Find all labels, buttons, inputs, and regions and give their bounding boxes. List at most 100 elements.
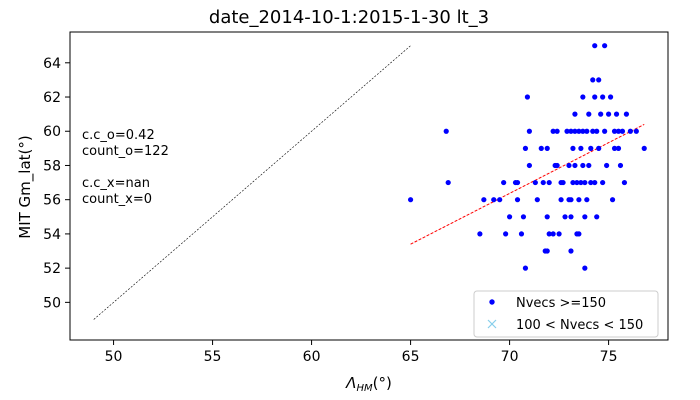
data-point [621, 179, 628, 186]
data-point [604, 162, 610, 169]
data-point [623, 111, 630, 117]
data-point [526, 162, 532, 169]
data-point [514, 179, 521, 186]
data-point [520, 214, 527, 220]
data-point [574, 179, 580, 186]
data-point [481, 197, 487, 203]
data-point [576, 231, 582, 237]
data-point [594, 214, 600, 220]
data-point [572, 111, 578, 117]
y-tick-label: 56 [43, 193, 61, 209]
data-point [588, 145, 594, 151]
x-axis-label-subscript: HM [356, 383, 373, 394]
data-point [540, 179, 546, 186]
data-point [544, 214, 550, 220]
data-point [615, 145, 622, 151]
data-point [617, 162, 624, 169]
data-point [578, 145, 584, 151]
y-axis: 50 52 54 56 58 60 62 64 [43, 56, 70, 311]
x-tick-label: 75 [600, 349, 618, 365]
y-tick-label: 60 [43, 124, 61, 140]
data-point [534, 197, 540, 203]
data-point [582, 265, 588, 271]
data-point [544, 145, 550, 151]
data-point [582, 179, 588, 186]
data-point [570, 179, 576, 186]
plot-area-frame [69, 31, 669, 341]
annotation-count-o: count_o=122 [82, 144, 169, 159]
legend: Nvecs >=150 100 < Nvecs < 150 [473, 290, 659, 338]
y-axis-label: MIT Gm_lat(°) [16, 135, 35, 238]
data-point [558, 197, 564, 203]
data-point [590, 77, 596, 83]
data-point [538, 145, 544, 151]
data-point [609, 197, 616, 203]
data-point [564, 128, 570, 134]
data-point [554, 162, 560, 169]
data-point [602, 43, 608, 49]
data-point [600, 179, 606, 186]
data-point [532, 179, 538, 186]
data-point [556, 231, 562, 237]
legend-label-nvecs-150: Nvecs >=150 [516, 296, 606, 311]
data-point [627, 128, 633, 134]
data-point [582, 214, 588, 220]
data-point [568, 214, 574, 220]
data-point [576, 128, 582, 134]
data-point [546, 231, 552, 237]
x-tick-label: 60 [303, 349, 321, 365]
data-point [546, 179, 552, 186]
data-point [550, 128, 556, 134]
plot-lines [93, 45, 645, 320]
data-point [592, 43, 598, 49]
data-point [580, 94, 586, 100]
data-point [641, 145, 647, 151]
data-point [522, 145, 529, 151]
x-tick-label: 55 [204, 349, 222, 365]
data-point [611, 145, 618, 151]
data-point [602, 128, 608, 134]
data-point [584, 128, 590, 134]
data-point [584, 197, 590, 203]
data-point [491, 197, 497, 203]
data-point [611, 128, 618, 134]
x-axis-label: ΛHM(°) [345, 374, 392, 394]
data-point [514, 197, 521, 203]
data-point [503, 231, 509, 237]
data-point [524, 94, 531, 100]
y-tick-label: 58 [43, 158, 61, 174]
data-point [497, 197, 503, 203]
y-tick-label: 52 [43, 261, 61, 277]
data-point [570, 145, 576, 151]
legend-marker-nvecs-100-150 [487, 319, 497, 329]
data-point [477, 231, 483, 237]
annotation-count-x: count_x=0 [82, 192, 152, 207]
legend-marker-nvecs-150 [489, 299, 495, 305]
data-point [522, 265, 529, 271]
data-point [560, 179, 566, 186]
data-point [613, 111, 620, 117]
data-point [568, 197, 574, 203]
data-point [592, 179, 598, 186]
data-point [526, 128, 532, 134]
data-point [518, 231, 525, 237]
x-axis: 50 55 60 65 70 75 [105, 340, 618, 365]
data-point [566, 162, 572, 169]
data-point [605, 111, 612, 117]
data-point [407, 197, 414, 203]
x-tick-label: 70 [501, 349, 519, 365]
x-tick-label: 50 [105, 349, 123, 365]
data-point [590, 128, 596, 134]
data-point [568, 128, 574, 134]
legend-box [473, 290, 659, 338]
data-point [586, 162, 592, 169]
data-point [580, 128, 586, 134]
data-point [619, 128, 626, 134]
data-point [550, 231, 556, 237]
chart-title: date_2014-10-1:2015-1-30 lt_3 [209, 7, 489, 28]
stats-annotations: c.c_o=0.42 count_o=122 c.c_x=nan count_x… [82, 128, 169, 207]
x-tick-label: 65 [402, 349, 420, 365]
data-point [596, 145, 602, 151]
data-point [598, 111, 604, 117]
